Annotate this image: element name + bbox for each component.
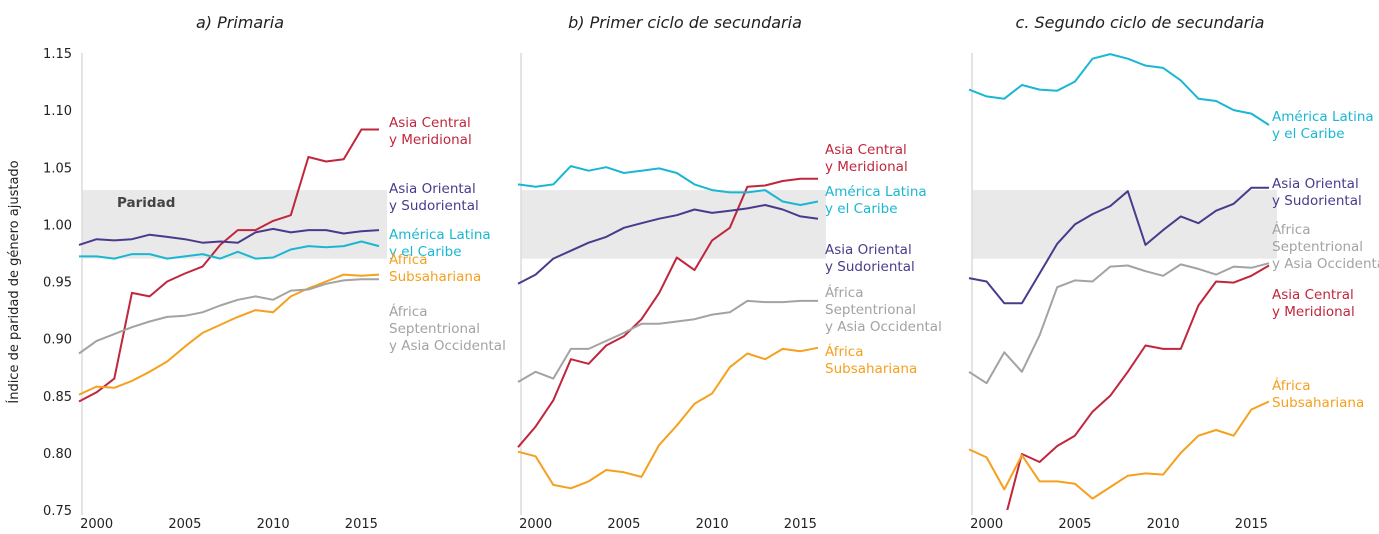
series-line (78, 128, 379, 403)
series-line (517, 346, 819, 490)
series-label-line: África (1272, 221, 1315, 238)
series-line (1006, 264, 1270, 510)
x-tick-label: 2000 (970, 517, 1003, 532)
x-tick-label: 2005 (1058, 517, 1091, 532)
x-tick-label: 2015 (1235, 517, 1268, 532)
y-tick-label: 0.80 (43, 447, 72, 462)
series-label-line: y el Caribe (1272, 126, 1345, 142)
y-tick-label: 1.15 (43, 47, 72, 62)
y-tick-label: 0.85 (43, 390, 72, 405)
series-line (968, 53, 1270, 126)
lines (968, 53, 1270, 510)
series-label-line: Asia Central (389, 115, 475, 131)
series-label-line: Septentrional (825, 302, 920, 318)
series-label-line: Subsahariana (825, 361, 917, 377)
series-label-line: África (389, 251, 432, 268)
series-label-line: América Latina (1272, 109, 1378, 125)
series-label-line: y Asia Occidental (1272, 256, 1379, 272)
series-line (78, 227, 380, 246)
series-label-line: África (825, 343, 868, 360)
series-line (968, 262, 1270, 385)
series-label: África Septentrional y Asia Occidental (389, 303, 506, 354)
x-tick-label: 2005 (607, 517, 640, 532)
series-label-line: América Latina (389, 227, 495, 243)
series-label-line: Subsahariana (1272, 395, 1364, 411)
lines (78, 128, 380, 403)
panel-title: b) Primer ciclo de secundaria (568, 13, 802, 32)
series-label: África Septentrional y Asia Occidental (825, 284, 942, 335)
x-tick-label: 2015 (345, 517, 378, 532)
series-label-line: y Meridional (825, 159, 908, 175)
series-label-line: Asia Central (1272, 287, 1358, 303)
series-label: África Subsahariana (825, 343, 917, 377)
series-label: Asia Oriental y Sudoriental (1272, 176, 1363, 209)
series-label-line: Asia Oriental (825, 242, 916, 258)
series-label-line: África (1272, 377, 1315, 394)
x-tick-label: 2010 (257, 517, 290, 532)
y-axis-title: Índice de paridad de género ajustado (6, 160, 22, 403)
x-tick-label: 2005 (168, 517, 201, 532)
series-line (517, 165, 819, 206)
y-tick-label: 1.05 (43, 161, 72, 176)
y-tick-label: 1.10 (43, 104, 72, 119)
series-label: América Latina y el Caribe (1272, 109, 1378, 142)
x-tick-label: 2010 (1147, 517, 1180, 532)
series-label: Asia Oriental y Sudoriental (389, 181, 480, 214)
series-line (517, 204, 819, 285)
series-line (78, 278, 379, 355)
series-label-line: y Sudoriental (825, 259, 915, 275)
series-line (968, 186, 1269, 305)
series-label-line: y Meridional (1272, 304, 1355, 320)
series-label-line: Septentrional (389, 321, 484, 337)
series-label-line: y el Caribe (825, 201, 898, 217)
x-tick-label: 2000 (80, 517, 113, 532)
series-line (517, 299, 818, 383)
parity-band (521, 190, 826, 259)
panel-title: c. Segundo ciclo de secundaria (1016, 13, 1265, 32)
series-label: Asia Central y Meridional (1272, 287, 1358, 320)
series-label-line: y Asia Occidental (389, 338, 506, 354)
series-line (968, 400, 1270, 500)
series-label: Asia Oriental y Sudoriental (825, 242, 916, 275)
series-label: América Latina y el Caribe (389, 227, 495, 260)
series-label-line: y el Caribe (389, 244, 462, 260)
series-label-line: Asia Oriental (389, 181, 480, 197)
series-label-line: África (825, 284, 868, 301)
y-tick-label: 0.90 (43, 333, 72, 348)
series-label-line: Subsahariana (389, 269, 481, 285)
series-label-line: África (389, 303, 432, 320)
series-line (78, 273, 380, 396)
x-tick-label: 2000 (519, 517, 552, 532)
series-label: Asia Central y Meridional (389, 115, 475, 148)
series-label-line: y Asia Occidental (825, 319, 942, 335)
x-tick-label: 2010 (696, 517, 729, 532)
series-line (517, 177, 818, 448)
series-line (79, 240, 380, 260)
lines (517, 165, 819, 490)
series-label-line: y Sudoriental (1272, 193, 1362, 209)
y-tick-label: 0.75 (43, 504, 72, 519)
y-tick-label: 1.00 (43, 218, 72, 233)
panel-title: a) Primaria (196, 13, 284, 32)
x-tick-label: 2015 (784, 517, 817, 532)
series-label: África Subsahariana (389, 251, 481, 285)
series-label-line: y Sudoriental (389, 198, 479, 214)
series-label: Asia Central y Meridional (825, 142, 911, 175)
series-label-line: y Meridional (389, 132, 472, 148)
series-label-line: Septentrional (1272, 239, 1367, 255)
y-tick-label: 0.95 (43, 276, 72, 291)
series-label-line: Asia Oriental (1272, 176, 1363, 192)
series-label: América Latina y el Caribe (825, 184, 931, 217)
series-label-line: América Latina (825, 184, 931, 200)
series-label: África Septentrional y Asia Occidental (1272, 221, 1379, 272)
series-label: África Subsahariana (1272, 377, 1364, 411)
parity-label: Paridad (117, 195, 175, 211)
parity-band (972, 190, 1277, 259)
series-label-line: Asia Central (825, 142, 911, 158)
